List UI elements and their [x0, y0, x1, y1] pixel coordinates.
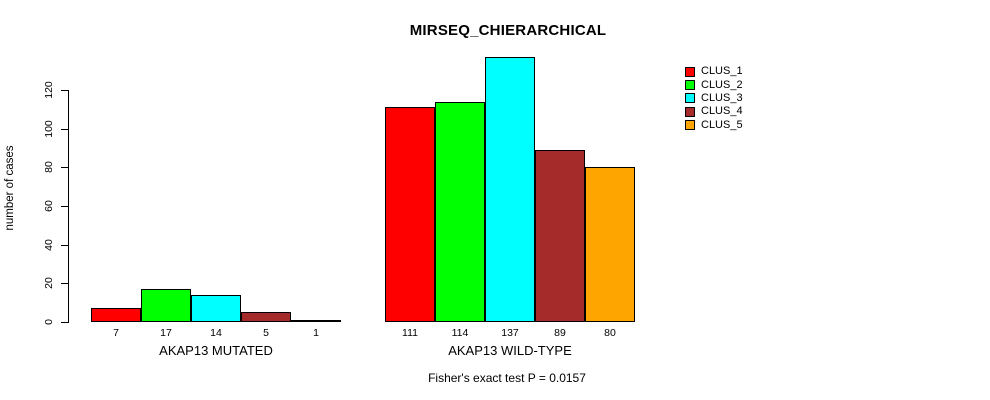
bar-clus_4-group2 — [535, 150, 585, 322]
bar-clus_2-group1 — [141, 289, 191, 322]
bar-clus_4-group1 — [241, 312, 291, 322]
legend-item-clus_5: CLUS_5 — [685, 119, 743, 132]
y-tick-label: 40 — [43, 238, 55, 251]
y-tick-label: 0 — [43, 319, 55, 325]
y-axis-label: number of cases — [4, 145, 16, 231]
legend-label: CLUS_4 — [701, 105, 743, 118]
x-category-label: AKAP13 MUTATED — [159, 343, 273, 358]
bar-value-label: 7 — [113, 327, 119, 339]
y-tick-label: 80 — [43, 161, 55, 174]
legend-item-clus_2: CLUS_2 — [685, 78, 743, 91]
bar-value-label: 1 — [313, 327, 319, 339]
fisher-test-annotation: Fisher's exact test P = 0.0157 — [428, 371, 586, 385]
legend-label: CLUS_1 — [701, 65, 743, 78]
y-tick-label: 60 — [43, 200, 55, 212]
bar-clus_1-group2 — [385, 107, 435, 322]
legend: CLUS_1 CLUS_2 CLUS_3 CLUS_4 CLUS_5 — [685, 65, 743, 132]
bar-value-label: 89 — [554, 327, 566, 339]
legend-label: CLUS_5 — [701, 118, 743, 131]
bar-value-label: 114 — [451, 327, 469, 339]
y-tick-label: 20 — [43, 277, 55, 290]
bar-clus_3-group2 — [485, 57, 535, 322]
legend-item-clus_3: CLUS_3 — [685, 92, 743, 105]
legend-swatch-icon — [685, 93, 695, 104]
y-tick — [61, 128, 68, 130]
legend-item-clus_4: CLUS_4 — [685, 105, 743, 118]
y-axis-line — [68, 90, 69, 323]
y-tick-label: 100 — [43, 119, 55, 138]
bar-clus_3-group1 — [191, 295, 241, 322]
x-category-label: AKAP13 WILD-TYPE — [448, 343, 572, 358]
legend-label: CLUS_3 — [701, 91, 743, 104]
bar-clus_2-group2 — [435, 102, 485, 322]
bar-value-label: 17 — [160, 327, 172, 339]
bar-clus_5-group2 — [585, 167, 635, 322]
legend-label: CLUS_2 — [701, 78, 743, 91]
bar-value-label: 111 — [402, 327, 418, 339]
y-tick — [61, 206, 68, 207]
legend-swatch-icon — [685, 80, 695, 91]
legend-item-clus_1: CLUS_1 — [685, 65, 743, 78]
y-tick — [61, 244, 68, 246]
bar-value-label: 14 — [210, 327, 222, 339]
legend-swatch-icon — [685, 66, 695, 77]
y-tick — [61, 283, 68, 285]
y-tick — [61, 90, 68, 91]
bar-value-label: 137 — [501, 327, 519, 339]
legend-swatch-icon — [685, 120, 695, 131]
chart-title: MIRSEQ_CHIERARCHICAL — [409, 22, 607, 39]
legend-swatch-icon — [685, 106, 695, 117]
bar-clus_5-group1 — [291, 320, 341, 322]
y-tick-label: 120 — [43, 81, 55, 99]
y-tick — [61, 322, 68, 323]
bar-clus_1-group1 — [91, 308, 141, 322]
y-tick — [61, 167, 68, 169]
bar-value-label: 5 — [263, 327, 269, 339]
bar-value-label: 80 — [604, 327, 616, 339]
